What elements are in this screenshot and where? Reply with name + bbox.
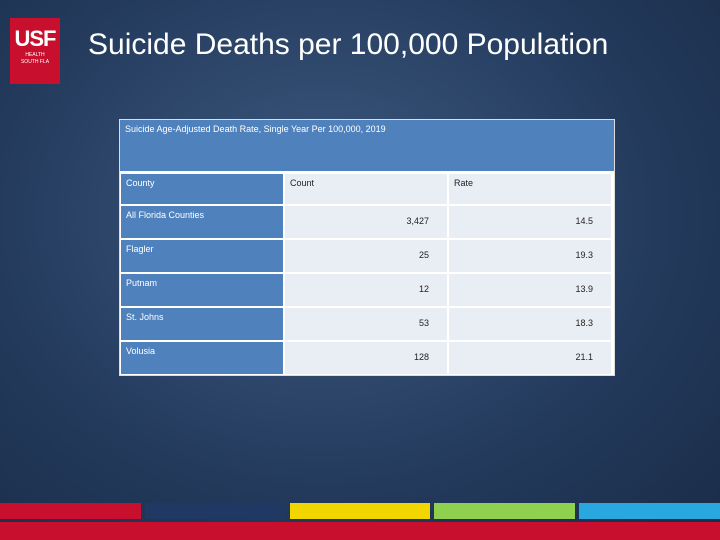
table-cell: All Florida Counties [120, 205, 284, 239]
table-row: Flagler 25 19.3 [120, 239, 614, 273]
table-cell: 12 [284, 273, 448, 307]
column-header: Rate [448, 173, 612, 205]
table-cell: Putnam [120, 273, 284, 307]
table-row: All Florida Counties 3,427 14.5 [120, 205, 614, 239]
footer-stripes [0, 503, 720, 519]
table-caption: Suicide Age-Adjusted Death Rate, Single … [120, 120, 614, 173]
table-cell: 25 [284, 239, 448, 273]
header-row: County Count Rate [120, 173, 614, 205]
table-cell: Volusia [120, 341, 284, 375]
table-cell: 18.3 [448, 307, 612, 341]
table-cell: 21.1 [448, 341, 612, 375]
logo: USF HEALTH SOUTH FLA [10, 18, 60, 84]
logo-mark: USF [14, 26, 57, 51]
table-row: Putnam 12 13.9 [120, 273, 614, 307]
table-cell: 3,427 [284, 205, 448, 239]
table-cell: 53 [284, 307, 448, 341]
table-row: Volusia 128 21.1 [120, 341, 614, 375]
table-cell: 128 [284, 341, 448, 375]
logo-line: SOUTH FLA [20, 59, 50, 65]
stripe [144, 503, 286, 519]
column-header: County [120, 173, 284, 205]
table-row: St. Johns 53 18.3 [120, 307, 614, 341]
logo-line: HEALTH [25, 52, 45, 58]
stripe [289, 503, 431, 519]
footer-bar [0, 522, 720, 540]
table-cell: 19.3 [448, 239, 612, 273]
table: Suicide Age-Adjusted Death Rate, Single … [119, 119, 615, 376]
stripe [579, 503, 720, 519]
stripe [434, 503, 576, 519]
table-cell: St. Johns [120, 307, 284, 341]
table-cell: Flagler [120, 239, 284, 273]
table-cell: 14.5 [448, 205, 612, 239]
table-cell: 13.9 [448, 273, 612, 307]
slide-title: Suicide Deaths per 100,000 Population [88, 28, 609, 61]
stripe [0, 503, 141, 519]
column-header: Count [284, 173, 448, 205]
